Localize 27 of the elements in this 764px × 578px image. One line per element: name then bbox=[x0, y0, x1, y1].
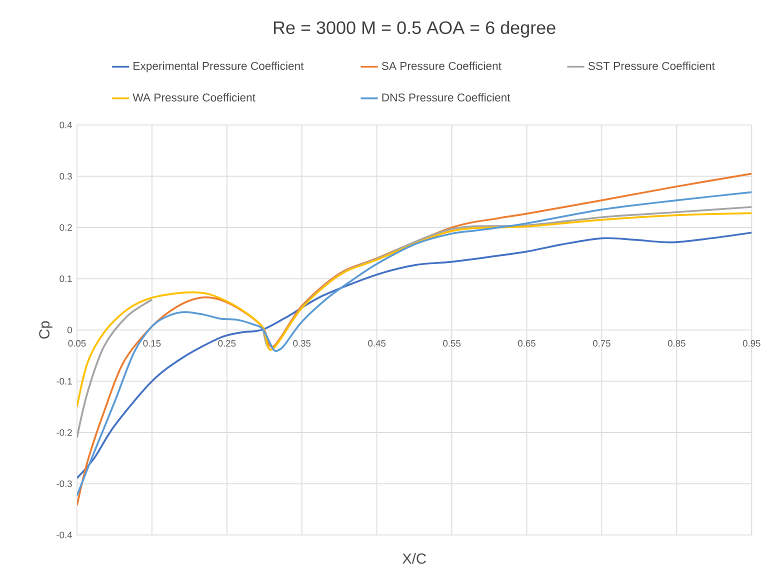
y-axis-title: Cp bbox=[39, 321, 52, 339]
legend-label: SA Pressure Coefficient bbox=[382, 62, 502, 70]
y-tick-label: 0.4 bbox=[60, 122, 72, 128]
x-tick-label: 0.45 bbox=[368, 340, 386, 347]
legend-label: DNS Pressure Coefficient bbox=[382, 93, 510, 102]
y-tick-label: -0.2 bbox=[56, 429, 72, 436]
x-tick-label: 0.35 bbox=[293, 340, 311, 347]
x-tick-label: 0.75 bbox=[593, 340, 610, 347]
y-tick-label: -0.1 bbox=[56, 378, 72, 385]
y-tick-label: 0.3 bbox=[60, 172, 72, 180]
x-axis-title: X/C bbox=[402, 553, 426, 564]
legend-label: SST Pressure Coefficient bbox=[588, 62, 715, 70]
y-tick-label: 0.1 bbox=[60, 275, 72, 282]
legend-label: Experimental Pressure Coefficient bbox=[134, 62, 304, 72]
legend-label: WA Pressure Coefficient bbox=[132, 93, 256, 102]
x-tick-label: 0.95 bbox=[742, 340, 760, 347]
x-tick-label: 0.25 bbox=[218, 340, 236, 347]
y-tick-label: -0.3 bbox=[56, 480, 72, 488]
x-tick-label: 0.65 bbox=[518, 340, 536, 347]
y-tick-label: 0 bbox=[67, 326, 72, 334]
chart-title: Re = 3000 M = 0.5 AOA = 6 degree bbox=[274, 20, 556, 38]
y-tick-label: 0.2 bbox=[60, 224, 72, 231]
x-tick-label: 0.15 bbox=[143, 340, 161, 347]
y-tick-label: -0.4 bbox=[56, 532, 72, 538]
x-tick-label: 0.55 bbox=[443, 340, 460, 347]
x-tick-label: 0.05 bbox=[68, 340, 86, 347]
x-tick-label: 0.85 bbox=[668, 340, 686, 347]
